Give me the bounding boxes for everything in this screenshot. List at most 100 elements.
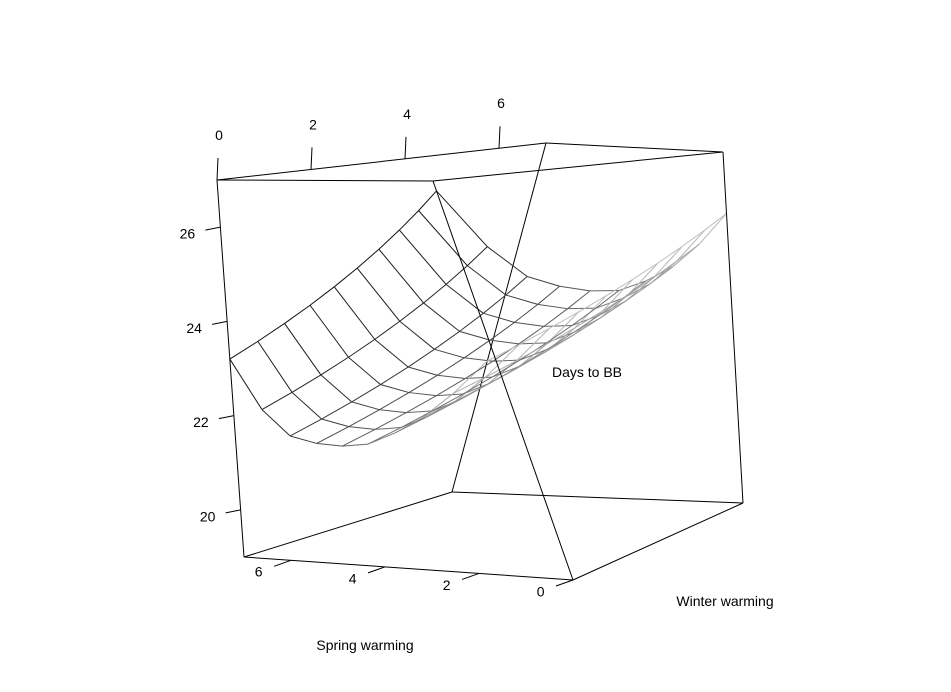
mesh-line <box>559 285 591 292</box>
mesh-line <box>284 323 322 376</box>
mesh-line <box>571 314 600 326</box>
mesh-line <box>485 360 517 378</box>
mesh-line <box>378 248 424 304</box>
mesh-line <box>399 302 424 322</box>
mesh-line <box>380 366 409 385</box>
mesh-line <box>459 330 491 341</box>
mesh-line <box>333 267 358 288</box>
mesh-line <box>516 328 550 362</box>
y-tick <box>498 126 501 149</box>
mesh-line <box>348 409 380 428</box>
mesh-line <box>408 374 438 393</box>
mesh-line <box>676 243 700 262</box>
mesh-line <box>367 427 402 445</box>
mesh-line <box>423 302 460 332</box>
mesh-line <box>407 366 438 376</box>
box-edge <box>243 556 574 581</box>
mesh-line <box>374 427 402 430</box>
x-tick-label: 6 <box>255 564 263 580</box>
mesh-line <box>546 334 575 352</box>
z-tick-label: 26 <box>180 226 196 242</box>
mesh-line <box>467 246 488 267</box>
mesh-line <box>261 391 293 411</box>
mesh-line <box>229 358 263 410</box>
mesh-line <box>348 356 381 385</box>
mesh-line <box>261 409 291 437</box>
mesh-line <box>400 410 433 428</box>
mesh-line <box>489 321 515 341</box>
x-tick-label: 0 <box>537 583 545 599</box>
mesh-line <box>316 426 349 444</box>
plot-box-back <box>243 142 744 558</box>
mesh-line <box>483 294 507 314</box>
mesh-line <box>320 356 349 376</box>
mesh-line <box>432 393 464 412</box>
mesh-line <box>291 391 322 420</box>
x-tick <box>367 566 386 574</box>
z-tick-label: 20 <box>200 508 216 524</box>
z-tick <box>205 226 221 231</box>
mesh-line <box>436 393 464 397</box>
mesh-line <box>379 409 407 414</box>
mesh-line <box>518 325 545 345</box>
y-tick-label: 2 <box>309 116 317 132</box>
y-tick-label: 4 <box>403 106 411 122</box>
mesh-line <box>316 442 343 447</box>
z-tick <box>212 320 228 325</box>
mesh-line <box>374 412 407 430</box>
mesh-line <box>399 320 435 350</box>
mesh-line <box>487 246 528 277</box>
z-tick <box>218 415 234 420</box>
mesh-line <box>652 246 683 279</box>
mesh-line <box>518 328 550 346</box>
mesh-line <box>394 416 428 434</box>
mesh-line <box>445 284 484 314</box>
y-tick-label: 0 <box>215 127 223 143</box>
mesh-line <box>602 278 634 312</box>
z-tick <box>225 509 241 514</box>
y-tick <box>404 136 407 159</box>
mesh-line <box>462 376 493 395</box>
mesh-line <box>309 286 335 306</box>
mesh-line <box>578 295 607 313</box>
mesh-line <box>574 310 603 329</box>
mesh-line <box>356 267 401 322</box>
mesh-line <box>549 311 579 329</box>
mesh-line <box>573 315 600 333</box>
mesh-line <box>628 262 659 295</box>
mesh-line <box>698 213 727 245</box>
mesh-line <box>379 392 410 411</box>
mesh-line <box>436 378 466 397</box>
box-edge <box>216 179 434 182</box>
x-tick-label: 4 <box>349 570 357 586</box>
mesh-line <box>452 360 488 394</box>
y-tick <box>310 147 313 170</box>
mesh-line <box>486 367 518 386</box>
mesh-line <box>567 307 597 310</box>
box-edge <box>722 151 744 504</box>
mesh-line <box>546 327 576 345</box>
y-tick <box>216 157 219 181</box>
y-axis-label: Winter warming <box>676 593 773 609</box>
mesh-line <box>374 338 409 368</box>
mesh-line <box>418 190 437 211</box>
mesh-line <box>625 283 651 302</box>
z-tick-label: 24 <box>186 320 202 336</box>
mesh-line <box>681 229 706 247</box>
mesh-line <box>600 300 627 319</box>
mesh-line <box>351 401 380 411</box>
mesh-line <box>427 399 460 417</box>
mesh-line <box>437 374 466 380</box>
mesh-line <box>483 312 515 323</box>
z-axis-label: Days to BB <box>552 364 622 380</box>
mesh-line <box>628 277 654 295</box>
mesh-line <box>408 392 437 397</box>
box-edge <box>432 180 574 581</box>
mesh-line <box>537 303 568 310</box>
mesh-line <box>485 344 520 378</box>
mesh-line <box>356 248 380 269</box>
box-edge <box>216 179 245 558</box>
mesh-line <box>434 348 465 359</box>
mesh-line <box>464 360 493 379</box>
mesh-line <box>378 229 400 250</box>
